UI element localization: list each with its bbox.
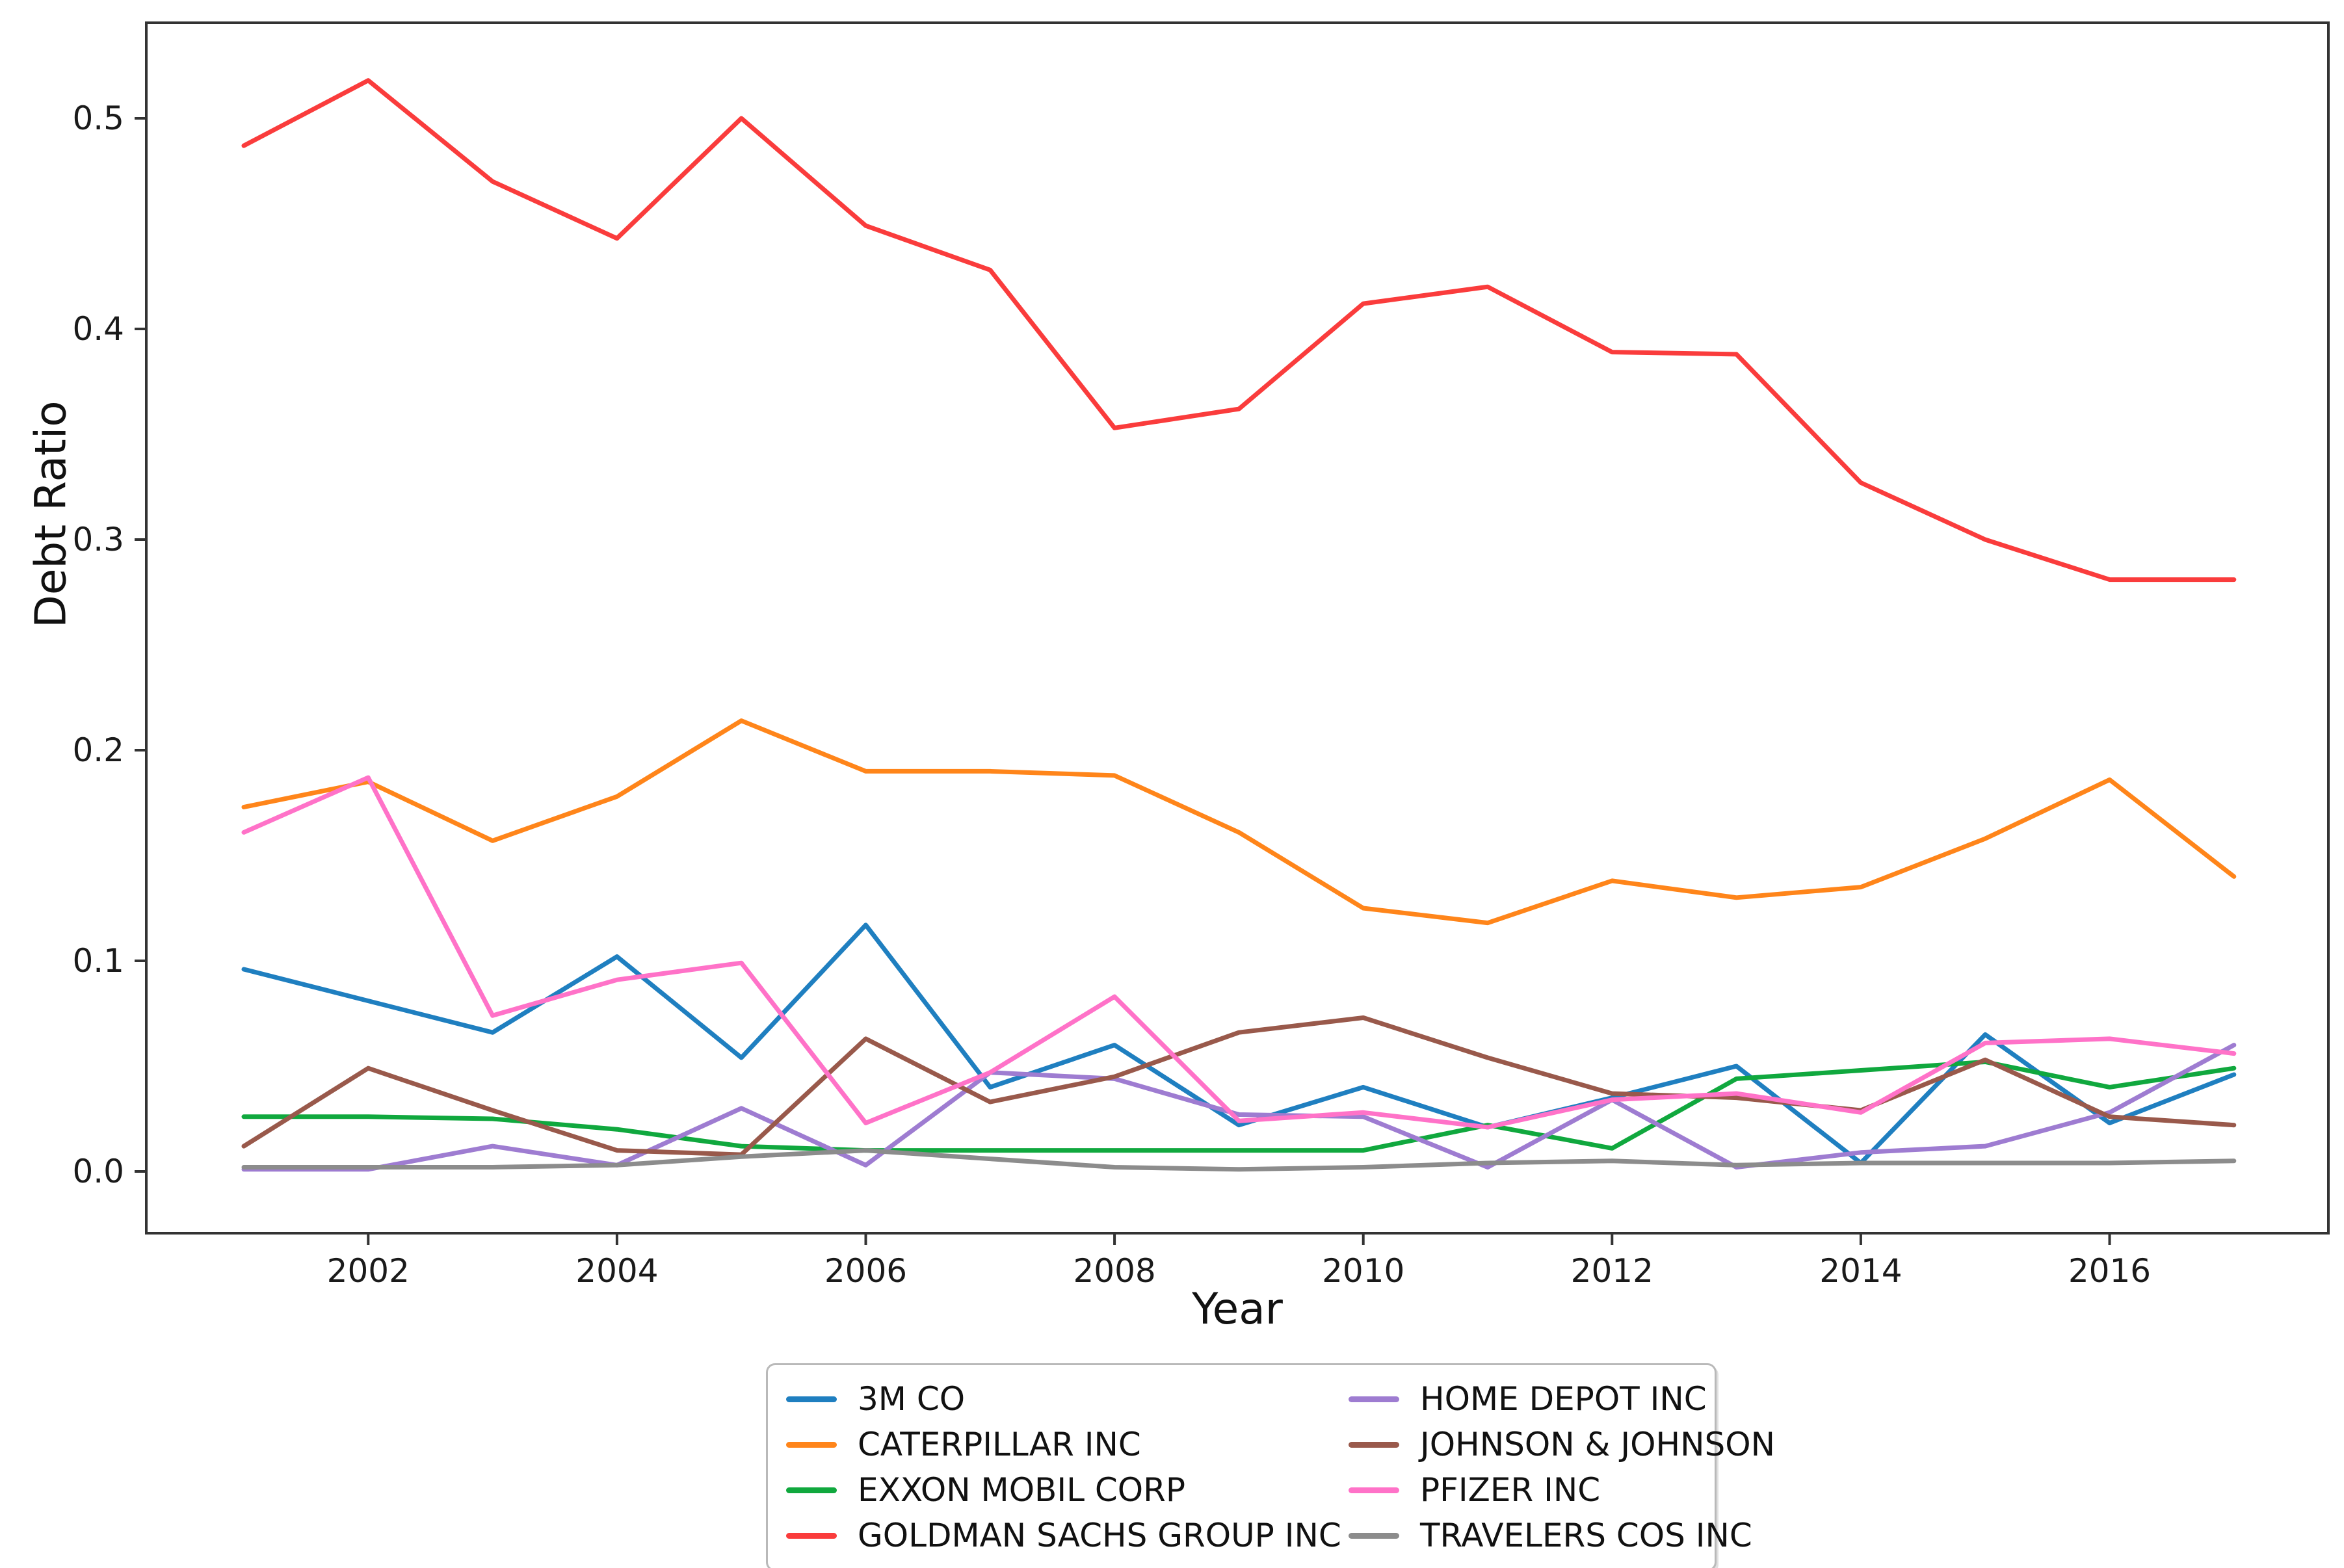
legend-swatch-icon <box>786 1532 837 1539</box>
legend-item-label: JOHNSON & JOHNSON <box>1420 1426 1775 1463</box>
x-tick-label: 2012 <box>1571 1252 1653 1290</box>
x-axis-ticks: 2002 2004 2006 2008 2010 2012 2014 2016 <box>327 1233 2151 1290</box>
series-line-home-depot-inc <box>241 1043 2237 1172</box>
series-line-exxon-mobil-corp <box>241 1060 2237 1153</box>
legend-item-label: 3M CO <box>858 1380 966 1418</box>
legend-item: EXXON MOBIL CORP <box>786 1470 1349 1509</box>
legend-item: CATERPILLAR INC <box>786 1425 1349 1464</box>
y-tick-label: 0.2 <box>72 731 124 769</box>
legend-item-label: PFIZER INC <box>1420 1471 1601 1509</box>
y-tick-label: 0.1 <box>72 942 124 980</box>
legend-swatch-icon <box>786 1441 837 1448</box>
x-tick-label: 2008 <box>1073 1252 1155 1290</box>
legend-item-label: EXXON MOBIL CORP <box>858 1471 1186 1509</box>
x-axis-title: Year <box>1192 1284 1283 1334</box>
legend-item: HOME DEPOT INC <box>1349 1379 1775 1418</box>
legend-swatch-icon <box>1349 1487 1399 1493</box>
series-line-3m-co <box>241 922 2237 1166</box>
series-line-goldman-sachs-group-inc <box>241 78 2237 582</box>
plot-area <box>145 21 2330 1235</box>
y-tick-label: 0.4 <box>72 310 124 348</box>
legend-swatch-icon <box>786 1396 837 1402</box>
x-tick-label: 2002 <box>327 1252 410 1290</box>
x-tick-label: 2010 <box>1322 1252 1404 1290</box>
y-tick-label: 0.0 <box>72 1153 124 1190</box>
legend-item: TRAVELERS COS INC <box>1349 1516 1775 1555</box>
legend-swatch-icon <box>1349 1441 1399 1448</box>
legend-item-label: GOLDMAN SACHS GROUP INC <box>858 1517 1341 1554</box>
legend-swatch-icon <box>786 1487 837 1493</box>
y-axis-title: Debt Ratio <box>25 400 76 628</box>
y-tick-label: 0.5 <box>72 99 124 137</box>
legend: 3M CO CATERPILLAR INC EXXON MOBIL CORP GOLD… <box>766 1363 1775 1568</box>
y-axis-ticks: 0.0 0.1 0.2 0.3 0.4 0.5 <box>72 99 146 1190</box>
legend-swatch-icon <box>1349 1396 1399 1402</box>
x-tick-label: 2006 <box>824 1252 907 1290</box>
series-line-caterpillar-inc <box>241 718 2237 926</box>
legend-item-label: HOME DEPOT INC <box>1420 1380 1707 1418</box>
legend-item-label: CATERPILLAR INC <box>858 1426 1141 1463</box>
legend-item: JOHNSON & JOHNSON <box>1349 1425 1775 1464</box>
series-line-travelers-cos-inc <box>241 1148 2237 1172</box>
legend-item: 3M CO <box>786 1379 1349 1418</box>
legend-swatch-icon <box>1349 1532 1399 1539</box>
x-tick-label: 2014 <box>1819 1252 1902 1290</box>
x-tick-label: 2004 <box>575 1252 658 1290</box>
y-tick-label: 0.3 <box>72 521 124 558</box>
legend-item: GOLDMAN SACHS GROUP INC <box>786 1516 1349 1555</box>
series-lines <box>241 78 2237 1172</box>
series-line-pfizer-inc <box>241 775 2237 1130</box>
legend-item-label: TRAVELERS COS INC <box>1420 1517 1752 1554</box>
legend-item: PFIZER INC <box>1349 1470 1775 1509</box>
series-line-johnson-johnson <box>241 1015 2237 1157</box>
x-tick-label: 2016 <box>2068 1252 2151 1290</box>
